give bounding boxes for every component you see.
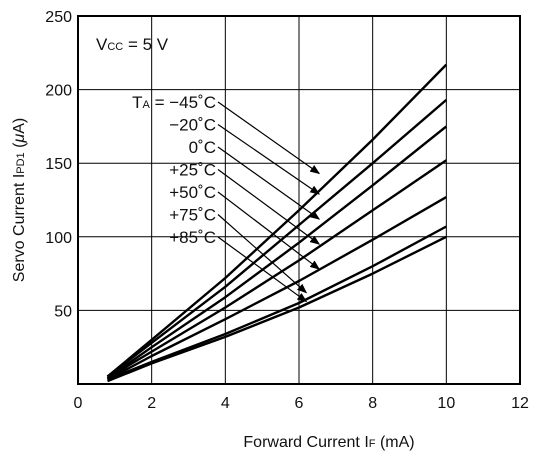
y-tick-label: 200 (45, 83, 72, 100)
series-line-2 (106, 98, 448, 378)
x-tick-label: 8 (368, 395, 377, 412)
y-tick-label: 50 (54, 303, 72, 320)
series-labels: TA = −45˚C −20˚C 0˚C +25˚C +50˚C +75˚C +85˚C (132, 93, 216, 247)
x-tick-label: 6 (295, 395, 304, 412)
series-label-2: −20˚C (169, 116, 216, 135)
series-arrow-5 (217, 191, 321, 270)
x-tick-label: 12 (511, 395, 529, 412)
series-line-3 (106, 125, 448, 380)
series-arrow-1 (217, 101, 321, 175)
series-arrow-3 (217, 146, 321, 220)
series-arrow-6 (217, 214, 308, 294)
series-label-1: TA = −45˚C (132, 93, 216, 112)
x-tick-label: 4 (221, 395, 230, 412)
series-line-5 (106, 196, 447, 381)
series-arrow-4 (217, 169, 321, 245)
condition-label: VCC = 5 V (96, 35, 169, 54)
y-tick-label: 150 (45, 156, 72, 173)
x-axis-title: Forward Current IF (mA) (243, 434, 414, 451)
series-label-3: 0˚C (189, 138, 216, 157)
x-tick-label: 10 (437, 395, 455, 412)
x-tick-label: 2 (147, 395, 156, 412)
series-line-1 (106, 63, 448, 378)
series-line-4 (106, 159, 447, 380)
y-axis-title: Servo Current IPD1 (μA) (11, 118, 28, 282)
plot-frame (77, 15, 521, 385)
x-tick-label: 0 (74, 395, 83, 412)
series-label-5: +50˚C (169, 183, 216, 202)
tick-labels: 0 2 4 6 8 10 12 50 100 150 200 250 (45, 9, 529, 412)
series-arrow-7 (217, 236, 308, 303)
series-lines (106, 63, 448, 383)
series-line-7 (107, 235, 447, 383)
label-arrows (217, 101, 321, 303)
y-tick-label: 250 (45, 9, 72, 26)
series-label-4: +25˚C (169, 161, 216, 180)
grid-lines (78, 16, 520, 384)
series-label-7: +85˚C (169, 228, 216, 247)
series-label-6: +75˚C (169, 206, 216, 225)
y-tick-label: 100 (45, 230, 72, 247)
series-arrow-2 (217, 124, 321, 195)
series-line-6 (107, 225, 447, 381)
